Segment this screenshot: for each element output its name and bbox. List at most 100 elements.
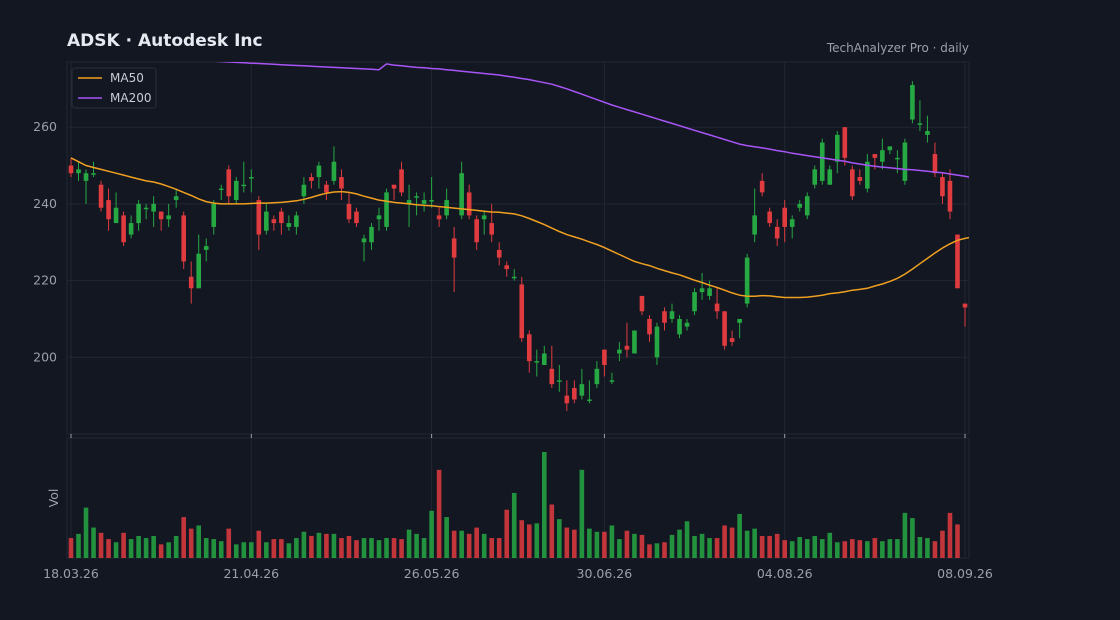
volume-bar — [249, 542, 254, 558]
candle-body — [83, 173, 89, 181]
volume-bar — [196, 525, 202, 558]
candle-body — [91, 173, 96, 175]
volume-bar — [68, 538, 74, 558]
volume-bar — [932, 541, 938, 558]
candle-body — [617, 349, 622, 354]
candle-body — [834, 134, 840, 162]
volume-bar — [925, 538, 930, 558]
candle-body — [346, 203, 352, 220]
candle-body — [737, 318, 742, 323]
candle-body — [489, 223, 495, 235]
volume-bar — [128, 539, 134, 558]
volume-bar — [880, 541, 885, 558]
candle-body — [451, 238, 457, 258]
volume-bar — [699, 533, 705, 558]
volume-bar — [158, 544, 164, 558]
volume-bar — [309, 535, 314, 558]
candle-body — [940, 177, 945, 197]
x-tick-label: 30.06.26 — [577, 566, 633, 581]
volume-bar — [677, 529, 682, 558]
volume-bar — [602, 531, 607, 558]
candle-body — [511, 276, 517, 279]
candle-body — [376, 215, 382, 220]
candle-body — [819, 142, 825, 181]
candle-body — [466, 192, 472, 216]
volume-bar — [98, 532, 104, 558]
candle-body — [519, 284, 525, 339]
y-tick-label: 220 — [33, 273, 57, 288]
candle-body — [294, 215, 299, 227]
y-tick-label: 240 — [33, 196, 57, 211]
candle-body — [406, 200, 412, 204]
volume-bar — [609, 525, 615, 558]
candle-body — [714, 303, 720, 312]
volume-bar — [331, 533, 337, 558]
volume-bar — [669, 534, 675, 558]
volume-bar — [466, 533, 472, 558]
candle-body — [226, 169, 232, 197]
volume-bar — [76, 533, 81, 558]
volume-bar — [391, 538, 397, 558]
volume-bar — [947, 512, 953, 558]
volume-bar — [376, 540, 382, 558]
volume-bar — [692, 535, 697, 558]
candle-body — [526, 334, 532, 362]
candle-body — [188, 276, 194, 289]
candle-body — [496, 249, 502, 258]
candle-body — [549, 368, 555, 385]
x-tick-label: 04.08.26 — [757, 566, 813, 581]
candle-body — [722, 311, 727, 346]
volume-bar — [324, 533, 329, 558]
volume-bar — [782, 540, 787, 558]
candle-body — [301, 184, 307, 197]
candle-body — [203, 246, 209, 250]
volume-bar — [83, 507, 89, 558]
candle-body — [309, 177, 314, 181]
volume-bar — [564, 527, 570, 558]
volume-bar — [541, 452, 547, 558]
candle-body — [865, 161, 870, 189]
candle-body — [158, 211, 164, 220]
volume-bar — [774, 533, 780, 558]
volume-bar — [617, 539, 622, 558]
candle-body — [902, 142, 908, 181]
volume-bar — [451, 530, 457, 558]
volume-bar — [136, 535, 141, 558]
volume-bar — [211, 539, 217, 558]
volume-bar — [384, 538, 389, 558]
candle-body — [609, 380, 615, 382]
volume-bar — [489, 538, 495, 558]
volume-bar — [241, 542, 247, 558]
volume-bar — [459, 530, 464, 558]
ma50-line — [70, 157, 969, 299]
candle-body — [151, 203, 156, 212]
candle-body — [707, 288, 712, 296]
volume-bar — [819, 539, 825, 558]
volume-bar — [414, 533, 419, 558]
volume-bar — [399, 539, 404, 558]
candle-body — [932, 154, 938, 174]
volume-bar — [286, 543, 292, 558]
volume-bar — [662, 542, 667, 558]
candle-body — [669, 311, 675, 319]
volume-bar — [264, 542, 269, 558]
volume-bar — [624, 530, 630, 558]
candle-body — [271, 219, 277, 224]
volume-bar — [91, 527, 96, 558]
volume-bar — [534, 523, 540, 558]
candle-body — [233, 180, 239, 201]
volume-bar — [121, 532, 126, 558]
volume-bar — [579, 469, 585, 558]
candle-body — [955, 234, 960, 289]
volume-bar — [917, 537, 923, 558]
ma200-line — [214, 62, 969, 178]
candle-body — [827, 169, 833, 185]
candle-body — [925, 131, 930, 135]
volume-bar — [804, 539, 810, 558]
volume-bar — [519, 520, 525, 558]
volume-bar — [759, 535, 765, 558]
volume-bar — [797, 537, 803, 558]
volume-bar — [632, 533, 637, 558]
candle-body — [98, 184, 104, 208]
